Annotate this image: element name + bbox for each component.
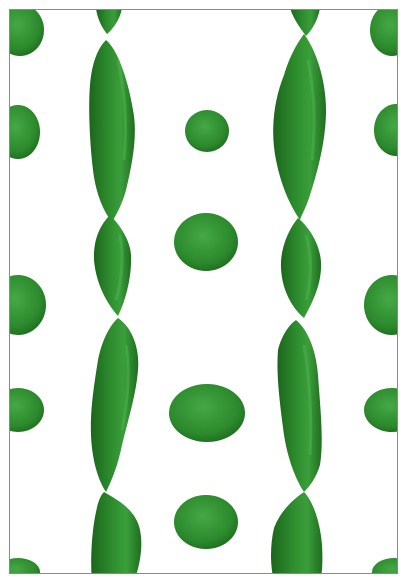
left-blob-3 bbox=[9, 275, 46, 335]
right-blob-4 bbox=[364, 388, 398, 432]
right-tube-top bbox=[290, 9, 320, 36]
left-tube-segment-4 bbox=[91, 492, 142, 574]
right-tube-segment-4 bbox=[271, 492, 323, 574]
left-tube-highlight bbox=[114, 59, 130, 431]
center-blob-1 bbox=[185, 110, 229, 152]
left-tube-top bbox=[96, 9, 122, 34]
right-blob-2 bbox=[374, 104, 398, 156]
right-blob-3 bbox=[364, 275, 398, 335]
center-blob-2 bbox=[174, 213, 238, 271]
left-blob-5 bbox=[9, 558, 40, 574]
right-tube-segment-2 bbox=[280, 218, 322, 318]
center-blob-4 bbox=[174, 495, 238, 549]
right-blob-1 bbox=[370, 9, 398, 56]
left-blob-2 bbox=[9, 105, 40, 159]
right-tube-highlight bbox=[302, 59, 316, 456]
center-blob-3 bbox=[169, 384, 245, 442]
left-blob-1 bbox=[9, 9, 44, 56]
right-blob-5 bbox=[372, 558, 398, 574]
frame-border bbox=[9, 9, 398, 574]
left-blob-4 bbox=[9, 388, 44, 432]
